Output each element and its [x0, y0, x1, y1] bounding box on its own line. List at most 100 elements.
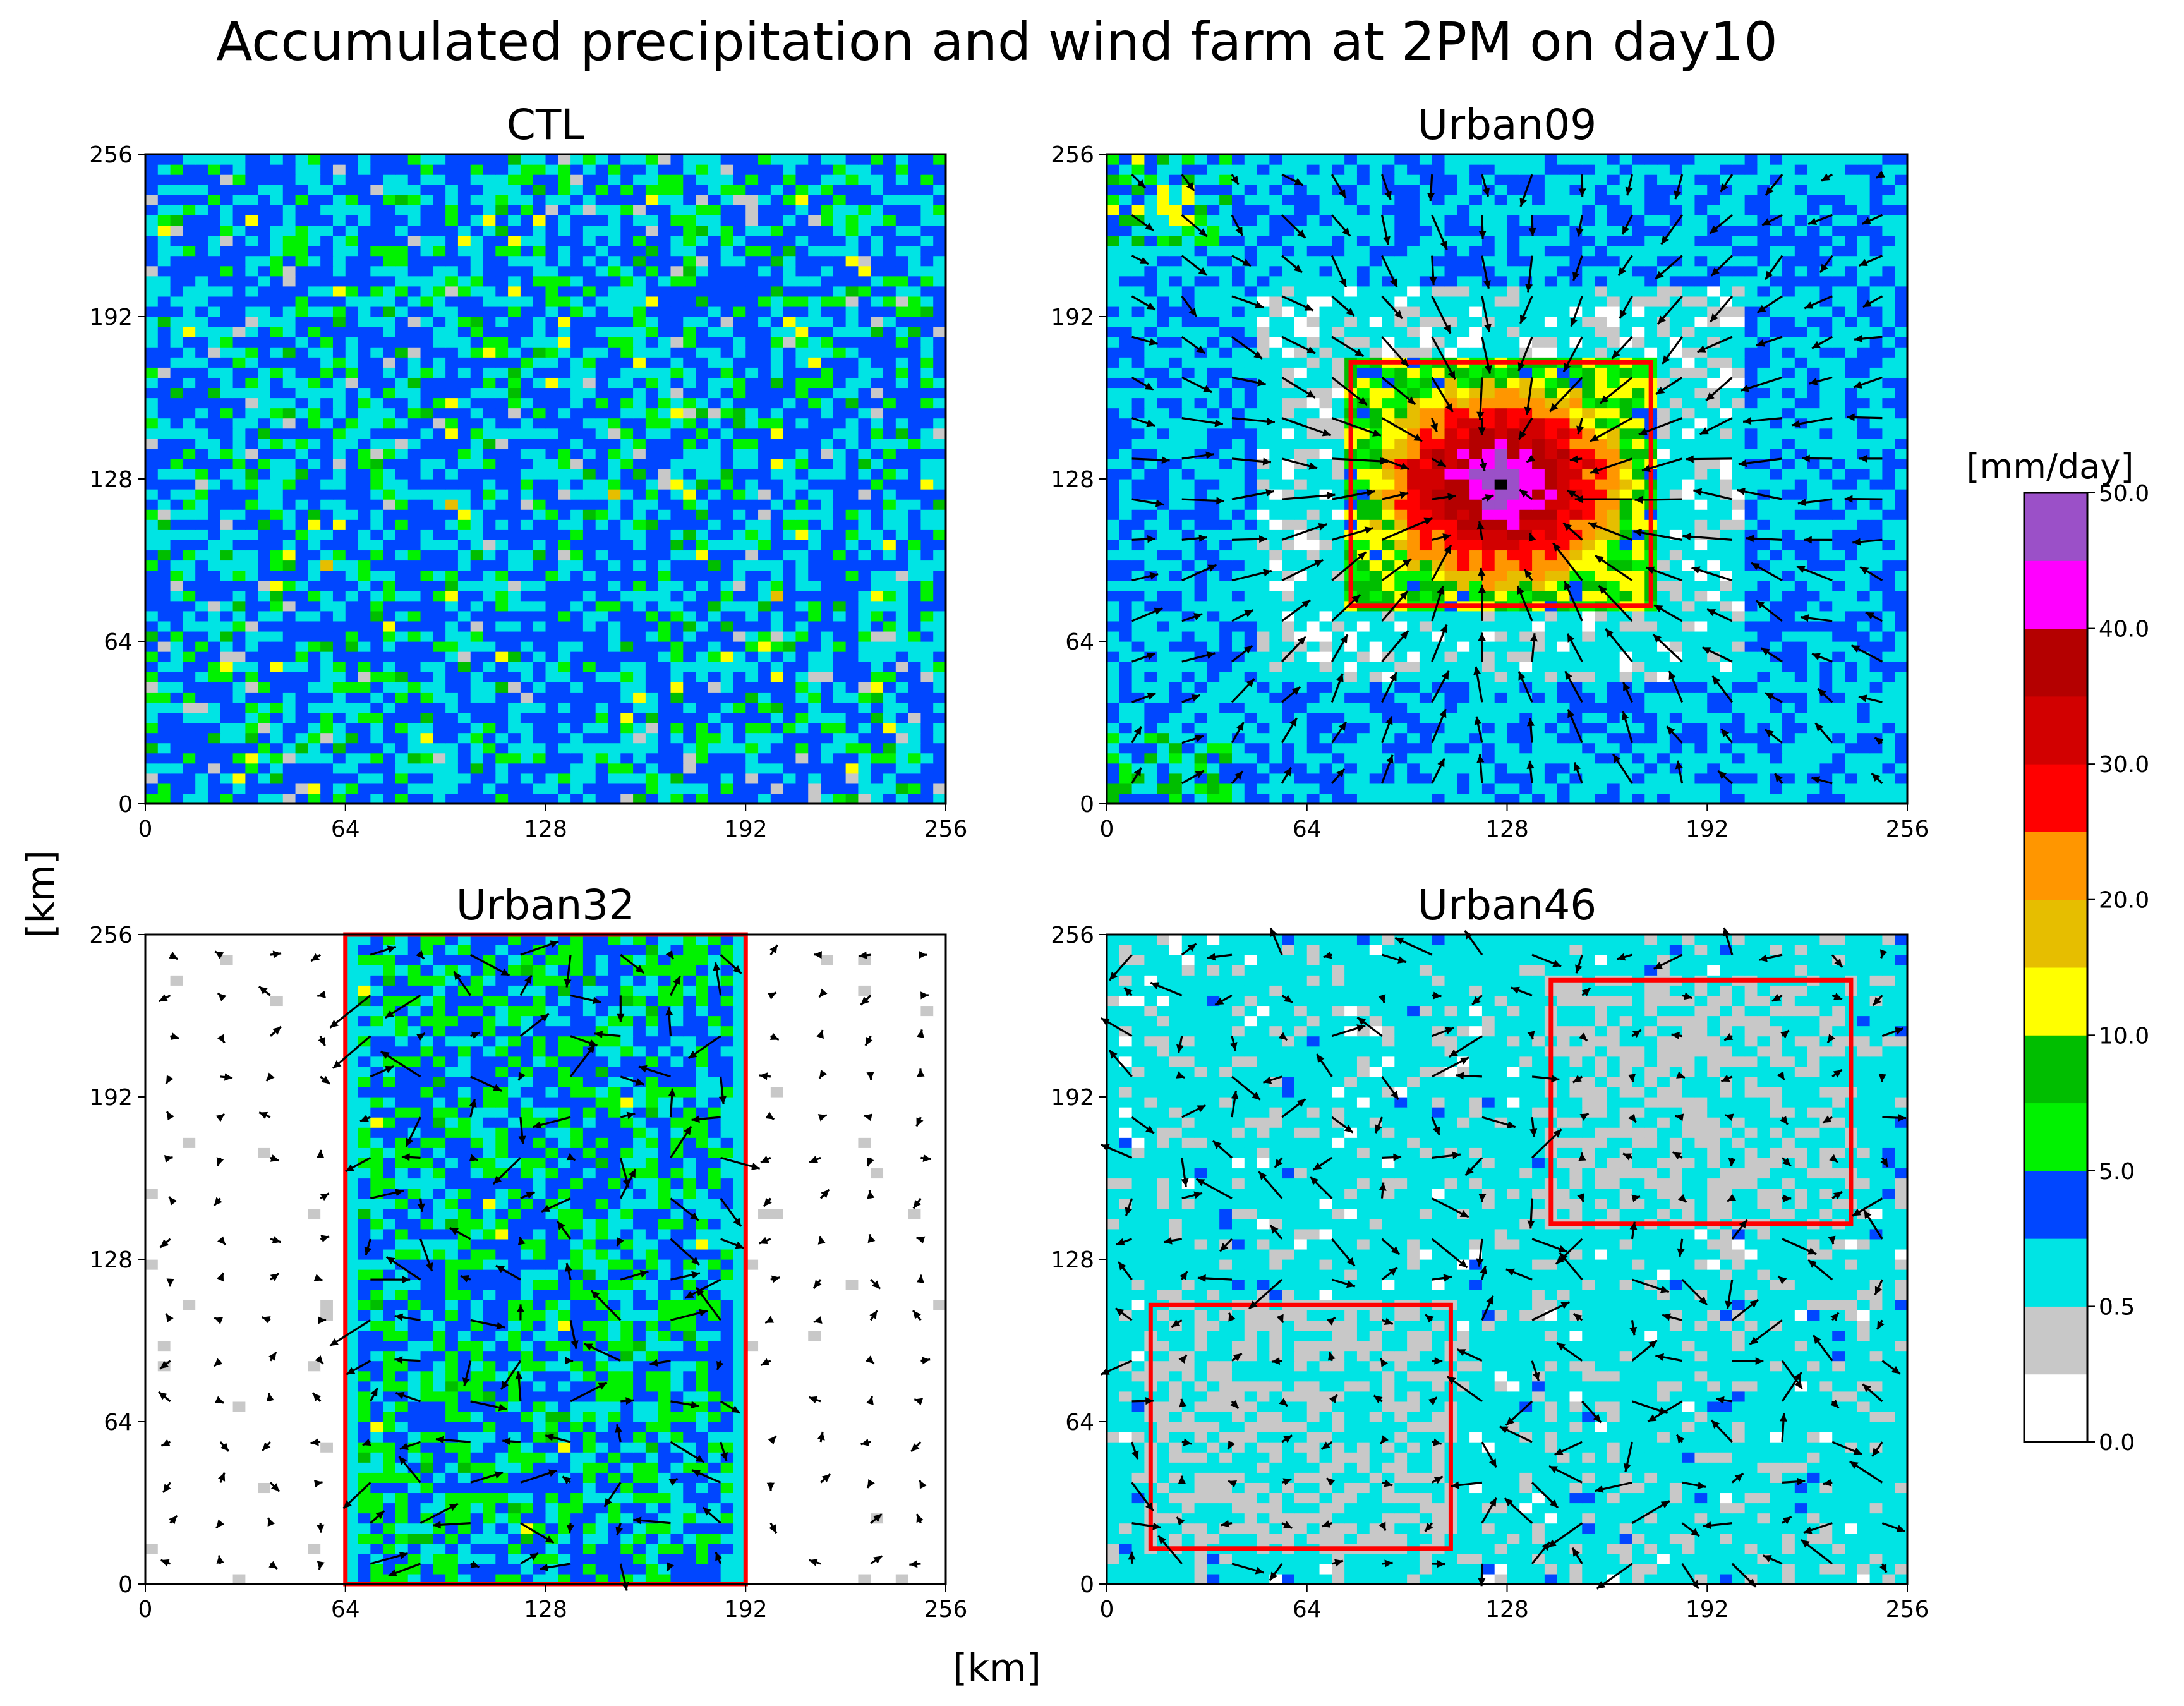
precip-cell: [1494, 692, 1508, 703]
precip-cell: [708, 185, 721, 195]
precip-cell: [470, 509, 484, 520]
precip-cell: [345, 499, 359, 510]
precip-cell: [445, 641, 459, 652]
precip-cell: [1794, 712, 1808, 723]
precip-cell: [495, 773, 509, 784]
precip-cell: [1219, 793, 1233, 804]
precip-cell: [770, 317, 784, 327]
precip-cell: [495, 387, 509, 399]
precip-cell: [470, 489, 484, 500]
precip-cell: [495, 468, 509, 480]
precip-cell: [570, 753, 584, 764]
precip-cell: [658, 529, 672, 540]
precip-cell: [170, 742, 183, 754]
precip-cell: [195, 225, 208, 236]
precip-cell: [183, 286, 196, 297]
precip-cell: [883, 215, 896, 226]
precip-cell: [645, 418, 659, 429]
precip-cell: [358, 783, 371, 794]
precip-cell: [232, 620, 246, 632]
precip-cell: [708, 631, 721, 642]
precip-cell: [645, 610, 659, 622]
precip-cell: [908, 428, 922, 439]
precip-cell: [708, 682, 721, 693]
precip-cell: [183, 672, 196, 682]
precip-cell: [258, 631, 271, 642]
precip-cell: [845, 570, 859, 581]
precip-cell: [833, 215, 847, 226]
precip-cell: [1757, 783, 1770, 794]
precip-cell: [696, 560, 709, 571]
precip-cell: [883, 641, 896, 652]
precip-cell: [258, 408, 271, 419]
precip-cell: [933, 773, 946, 784]
precip-cell: [1419, 793, 1433, 804]
precip-cell: [908, 225, 922, 236]
precip-cell: [545, 357, 558, 368]
precip-cell: [433, 702, 446, 713]
precip-cell: [558, 265, 571, 277]
precip-cell: [407, 428, 421, 439]
precip-cell: [821, 580, 834, 591]
precip-cell: [157, 631, 171, 642]
precip-cell: [845, 195, 859, 205]
precip-cell: [595, 499, 609, 510]
precip-cell: [157, 742, 171, 754]
precip-cell: [207, 672, 221, 682]
precip-cell: [845, 722, 859, 734]
precip-cell: [508, 337, 521, 348]
precip-cell: [407, 509, 421, 520]
precip-cell: [670, 225, 684, 236]
precip-cell: [670, 215, 684, 226]
precip-cell: [933, 225, 946, 236]
precip-cell: [808, 225, 821, 236]
precip-cell: [358, 773, 371, 784]
precip-cell: [207, 692, 221, 703]
precip-cell: [332, 519, 346, 530]
precip-cell: [1669, 783, 1683, 794]
precip-cell: [345, 529, 359, 540]
precip-cell: [708, 438, 721, 449]
precip-cell: [920, 317, 934, 327]
precip-cell: [170, 265, 183, 277]
precip-cell: [696, 479, 709, 490]
precip-cell: [345, 397, 359, 409]
precip-cell: [358, 580, 371, 591]
precip-cell: [582, 275, 596, 287]
precip-cell: [495, 154, 509, 165]
precip-cell: [183, 438, 196, 449]
precip-cell: [1457, 753, 1470, 764]
precip-cell: [483, 235, 496, 246]
precip-cell: [232, 651, 246, 662]
precip-cell: [1444, 702, 1457, 713]
precip-cell: [683, 327, 696, 337]
precip-cell: [232, 255, 246, 267]
precip-cell: [833, 610, 847, 622]
precip-cell: [696, 773, 709, 784]
precip-cell: [358, 275, 371, 287]
precip-cell: [470, 265, 484, 277]
precip-cell: [520, 408, 534, 419]
precip-cell: [1457, 702, 1470, 713]
precip-cell: [483, 195, 496, 205]
precip-cell: [483, 722, 496, 734]
precip-cell: [345, 306, 359, 317]
precip-cell: [520, 195, 534, 205]
precip-cell: [1544, 712, 1558, 723]
precip-cell: [1845, 712, 1858, 723]
precip-cell: [508, 590, 521, 602]
precip-cell: [633, 154, 646, 165]
precip-cell: [1407, 783, 1420, 794]
precip-cell: [758, 641, 771, 652]
precip-cell: [383, 479, 396, 490]
precip-cell: [708, 783, 721, 794]
precip-cell: [1257, 682, 1270, 693]
precip-cell: [508, 154, 521, 165]
precip-cell: [883, 773, 896, 784]
precip-cell: [545, 275, 558, 287]
precip-cell: [195, 580, 208, 591]
precip-cell: [720, 357, 734, 368]
precip-cell: [620, 225, 634, 236]
precip-cell: [1481, 742, 1495, 754]
precip-cell: [545, 185, 558, 195]
